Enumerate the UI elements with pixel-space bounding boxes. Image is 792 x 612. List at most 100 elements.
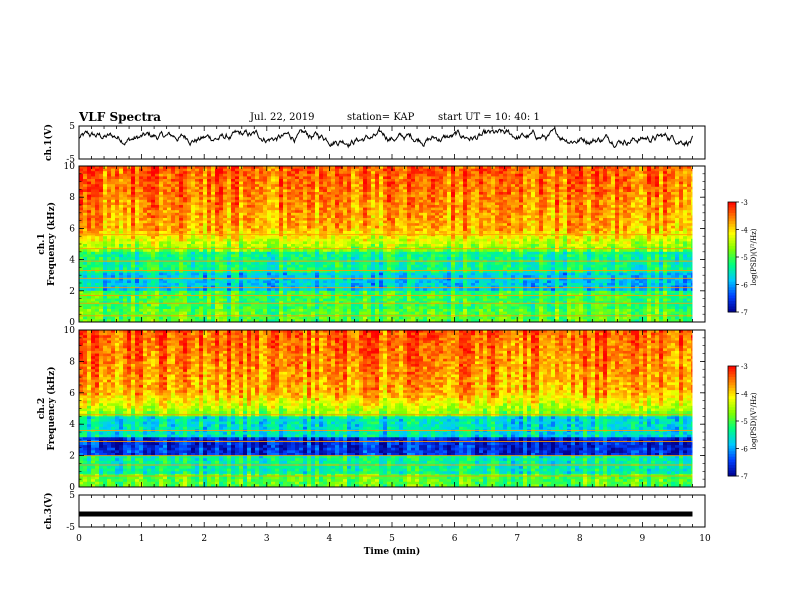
y-tick-label-1: 10 xyxy=(64,162,76,172)
colorbar-cell xyxy=(728,202,736,206)
x-axis-label: Time (min) xyxy=(364,546,421,557)
colorbar-cell xyxy=(728,248,736,252)
colorbar-cell xyxy=(728,421,736,425)
colorbar-label: log(PSD)(V²/Hz) xyxy=(750,392,758,449)
colorbar-cell xyxy=(728,229,736,233)
colorbar-tick-label: -7 xyxy=(741,473,748,481)
colorbar-cell xyxy=(728,232,736,236)
colorbar-cell xyxy=(728,292,736,296)
colorbar-tick-label: -4 xyxy=(741,227,748,235)
colorbar-cell xyxy=(728,221,736,225)
y-tick-label-2: 6 xyxy=(69,389,75,399)
x-tick-label: 2 xyxy=(201,534,207,544)
colorbar-cell xyxy=(728,309,736,313)
colorbar-cell xyxy=(728,385,736,389)
colorbar-cell xyxy=(728,454,736,458)
colorbar-cell xyxy=(728,279,736,283)
ch1-trace xyxy=(78,126,693,149)
colorbar-tick-label: -4 xyxy=(741,391,748,399)
colorbar-cell xyxy=(728,246,736,250)
y-tick-label-2: 2 xyxy=(69,452,75,462)
colorbar-cell xyxy=(728,404,736,408)
colorbar-tick-label: -5 xyxy=(741,254,748,262)
colorbar-cell xyxy=(728,434,736,438)
y-tick-label-2: 10 xyxy=(64,326,76,336)
colorbar-cell xyxy=(728,429,736,433)
colorbar-cell xyxy=(728,379,736,383)
colorbar-cell xyxy=(728,459,736,463)
colorbar-cell xyxy=(728,259,736,263)
colorbar-tick-label: -5 xyxy=(741,418,748,426)
colorbar-cell xyxy=(728,396,736,400)
colorbar-cell xyxy=(728,262,736,266)
y-axis-label-channel: ch.2 xyxy=(37,398,47,419)
colorbar-cell xyxy=(728,226,736,230)
spectrogram-image-2 xyxy=(79,330,705,487)
colorbar-cell xyxy=(728,470,736,474)
x-tick-label: 4 xyxy=(327,534,333,544)
ch3-trace xyxy=(79,511,693,517)
colorbar-cell xyxy=(728,254,736,258)
colorbar-cell xyxy=(728,467,736,471)
colorbar-cell xyxy=(728,265,736,269)
colorbar-cell xyxy=(728,218,736,222)
x-tick-label: 5 xyxy=(389,534,395,544)
colorbar-cell xyxy=(728,390,736,394)
y-axis-label-frequency: Frequency (kHz) xyxy=(46,366,57,450)
colorbar-tick-label: -7 xyxy=(741,309,748,317)
colorbar-cell xyxy=(728,257,736,261)
colorbar-cell xyxy=(728,407,736,411)
colorbar-cell xyxy=(728,462,736,466)
colorbar-cell xyxy=(728,281,736,285)
colorbar-cell xyxy=(728,443,736,447)
colorbar-cell xyxy=(728,215,736,219)
colorbar-cell xyxy=(728,415,736,419)
colorbar-cell xyxy=(728,451,736,455)
colorbar-cell xyxy=(728,240,736,244)
colorbar-cell xyxy=(728,204,736,208)
y-axis-label-frequency: Frequency (kHz) xyxy=(46,202,57,286)
colorbar-cell xyxy=(728,298,736,302)
date-label: Jul. 22, 2019 xyxy=(250,112,315,123)
colorbar-cell xyxy=(728,374,736,378)
start-time-label: start UT = 10: 40: 1 xyxy=(438,112,540,123)
colorbar-cell xyxy=(728,210,736,214)
colorbar-cell xyxy=(728,423,736,427)
colorbar-cell xyxy=(728,237,736,241)
colorbar-cell xyxy=(728,377,736,381)
colorbar-cell xyxy=(728,366,736,370)
colorbar-cell xyxy=(728,388,736,392)
colorbar-cell xyxy=(728,465,736,469)
colorbar-cell xyxy=(728,399,736,403)
colorbar-cell xyxy=(728,473,736,477)
x-tick-label: 1 xyxy=(139,534,145,544)
colorbar-cell xyxy=(728,224,736,228)
colorbar-tick-label: -6 xyxy=(741,282,748,290)
colorbar-cell xyxy=(728,448,736,452)
y-tick-label-3: -5 xyxy=(66,523,75,533)
chart-title: VLF Spectra xyxy=(79,110,162,124)
x-tick-label: 6 xyxy=(452,534,458,544)
spectrogram-image-1 xyxy=(79,166,705,322)
y-tick-label-2: 0 xyxy=(69,483,75,493)
colorbar-cell xyxy=(728,401,736,405)
colorbar-cell xyxy=(728,440,736,444)
y-axis-label-waveform: ch.3(V) xyxy=(43,493,54,530)
colorbar-cell xyxy=(728,235,736,239)
colorbar-tick-label: -3 xyxy=(741,363,748,371)
colorbar-cell xyxy=(728,445,736,449)
colorbar-cell xyxy=(728,456,736,460)
colorbar-cell xyxy=(728,412,736,416)
y-tick-label-1: 6 xyxy=(69,224,75,234)
y-axis-label-channel: ch.1 xyxy=(37,233,47,254)
colorbar-cell xyxy=(728,303,736,307)
colorbar-cell xyxy=(728,290,736,294)
colorbar-tick-label: -3 xyxy=(741,199,748,207)
colorbar-tick-label: -6 xyxy=(741,446,748,454)
colorbar-cell xyxy=(728,295,736,299)
colorbar-label: log(PSD)(V²/Hz) xyxy=(750,228,758,285)
colorbar-cell xyxy=(728,437,736,441)
colorbar-cell xyxy=(728,418,736,422)
x-tick-label: 9 xyxy=(640,534,646,544)
y-tick-label-0: -5 xyxy=(66,155,75,165)
